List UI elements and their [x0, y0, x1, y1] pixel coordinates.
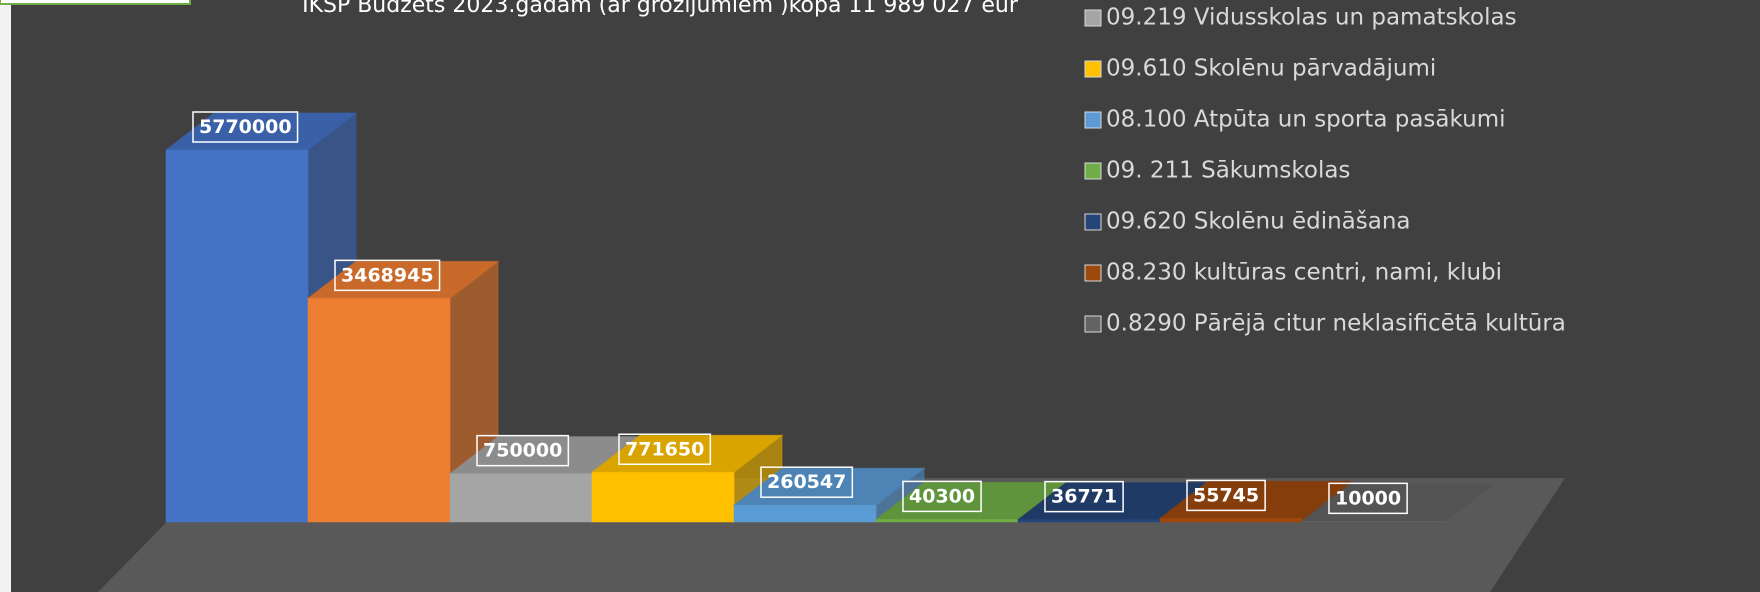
chart-title: IKSP Budžets 2023.gadam (ar grozījumiem … [302, 0, 1019, 18]
data-label: 260547 [767, 471, 846, 493]
data-label-box [334, 259, 441, 292]
bar [307, 297, 451, 523]
legend-label: 09. 211 Sākumskolas [1106, 158, 1350, 184]
bar [875, 518, 1019, 523]
bar [591, 471, 735, 523]
edge-strip [0, 0, 11, 592]
legend-swatch [1084, 213, 1102, 231]
legend-label: 09.610 Skolēnu pārvadājumi [1106, 56, 1436, 82]
data-label-box [902, 480, 982, 513]
data-label-box [1044, 480, 1124, 513]
legend-swatch [1084, 264, 1102, 282]
legend-label: 09.620 Skolēnu ēdināšana [1106, 209, 1411, 235]
bar [449, 473, 593, 523]
data-label-box [476, 434, 570, 467]
data-label-box [760, 466, 854, 498]
legend-label: 08.100 Atpūta un sporta pasākumi [1106, 107, 1506, 133]
corner-box [0, 0, 191, 5]
bar [1159, 517, 1303, 523]
data-label: 750000 [483, 440, 562, 462]
data-label: 771650 [625, 438, 704, 460]
legend-swatch [1084, 9, 1102, 27]
legend-swatch [1084, 315, 1102, 333]
bar [1017, 519, 1161, 523]
data-label-box [618, 433, 712, 466]
legend-swatch [1084, 60, 1102, 78]
data-label: 3468945 [341, 264, 434, 286]
bar [733, 504, 877, 523]
data-label: 36771 [1051, 486, 1117, 508]
data-label: 10000 [1335, 487, 1401, 509]
data-label: 55745 [1193, 484, 1259, 506]
legend-label: 08.230 kultūras centri, nami, klubi [1106, 260, 1502, 286]
legend-swatch [1084, 162, 1102, 180]
data-label-box [1328, 482, 1408, 515]
data-label: 40300 [909, 485, 975, 507]
legend-label: 0.8290 Pārējā citur neklasificētā kultūr… [1106, 311, 1566, 337]
bar [165, 149, 309, 523]
data-label-box [1186, 479, 1266, 512]
legend-swatch [1084, 111, 1102, 129]
data-label-box [192, 111, 299, 143]
data-label: 5770000 [199, 116, 292, 138]
bar [1301, 520, 1445, 523]
legend-label: 09.219 Vidusskolas un pamatskolas [1106, 5, 1517, 31]
